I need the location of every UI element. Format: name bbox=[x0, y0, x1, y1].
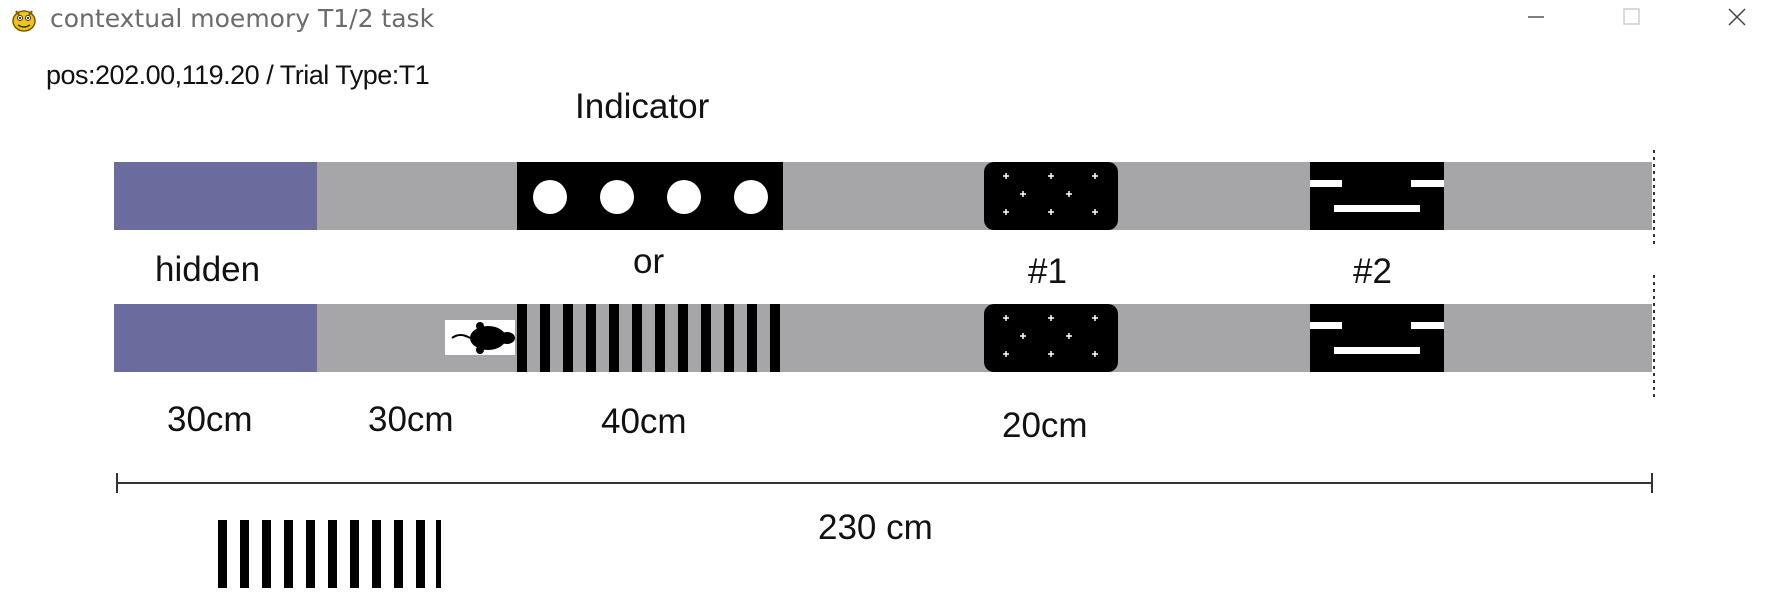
dots-pattern-icon bbox=[517, 162, 783, 230]
or-label: or bbox=[633, 242, 664, 282]
seg-cue-length: 20cm bbox=[1002, 406, 1088, 446]
mouse-icon bbox=[445, 320, 515, 355]
horizontal-bars-pattern-icon bbox=[1310, 162, 1444, 230]
seg-start-length: 30cm bbox=[368, 400, 454, 440]
scale-bar bbox=[117, 473, 1652, 493]
total-length-label: 230 cm bbox=[818, 508, 933, 548]
current-pattern-icon bbox=[218, 520, 441, 588]
plus-grid-pattern-icon bbox=[984, 162, 1118, 230]
cue2-label: #2 bbox=[1353, 252, 1392, 292]
horizontal-bars-pattern-icon bbox=[1310, 304, 1444, 372]
hidden-zone-top bbox=[114, 162, 317, 230]
seg-hidden-length: 30cm bbox=[167, 400, 253, 440]
hidden-label: hidden bbox=[155, 250, 260, 290]
cue1-label: #1 bbox=[1028, 252, 1067, 292]
plus-grid-pattern-icon bbox=[984, 304, 1118, 372]
hidden-zone-bottom bbox=[114, 304, 317, 372]
indicator-label: Indicator bbox=[575, 87, 709, 127]
seg-indicator-length: 40cm bbox=[601, 402, 687, 442]
